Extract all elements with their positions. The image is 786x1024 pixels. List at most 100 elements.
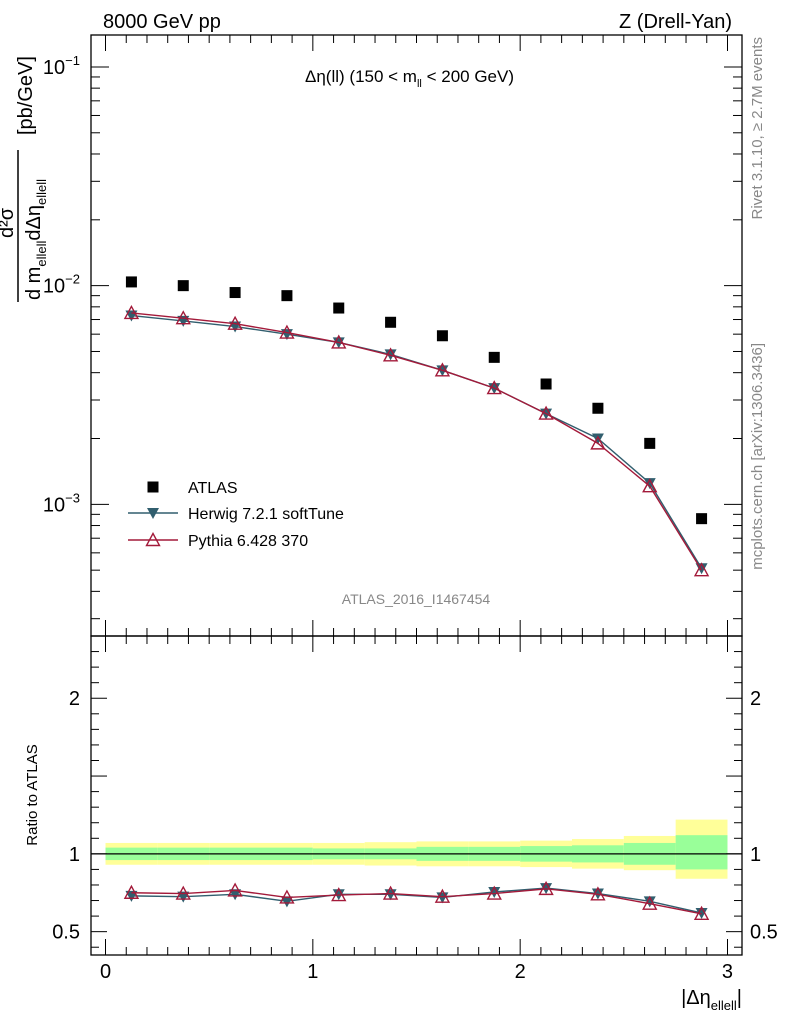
main-pythia-line bbox=[131, 312, 703, 571]
main-atlas-point bbox=[281, 290, 293, 302]
ratio-pythia-point bbox=[227, 882, 243, 897]
xlabel-sub: ellell bbox=[711, 998, 737, 1013]
ratio-herwig-line bbox=[131, 887, 702, 914]
main-pythia-point bbox=[331, 334, 347, 349]
ratio-pythia-point bbox=[642, 895, 658, 910]
ratio-pythia-point bbox=[331, 887, 347, 902]
main-pythia-point bbox=[590, 435, 606, 450]
main-atlas-point bbox=[125, 276, 137, 288]
ratio-y-tick-label-right: 0.5 bbox=[750, 922, 778, 944]
x-tick-label: 0 bbox=[100, 961, 111, 983]
legend-label: Pythia 6.428 370 bbox=[188, 533, 308, 550]
mcplots-label: mcplots.cern.ch [arXiv:1306.3436] bbox=[749, 343, 766, 570]
main-herwig-line bbox=[131, 314, 703, 569]
ratio-herwig-series bbox=[125, 883, 708, 919]
main-pythia-point bbox=[434, 362, 451, 377]
ratio-pythia-point bbox=[486, 885, 502, 900]
ratio-pythia-line bbox=[131, 888, 702, 915]
legend-label: Herwig 7.2.1 softTune bbox=[188, 506, 344, 523]
x-tick-label: 3 bbox=[722, 961, 733, 983]
header-left: 8000 GeV pp bbox=[103, 11, 221, 33]
main-atlas-point bbox=[540, 378, 552, 390]
main-atlas-series bbox=[125, 276, 708, 525]
ratio-pythia-point bbox=[123, 884, 140, 899]
legend-marker bbox=[147, 508, 159, 519]
legend-item-pythia: Pythia 6.428 370 bbox=[128, 532, 308, 550]
ylabel-den-sub2: ellell bbox=[34, 179, 49, 205]
plot-title-tail: < 200 GeV) bbox=[422, 67, 514, 86]
uncertainty-bands bbox=[91, 819, 742, 879]
main-atlas-point bbox=[177, 280, 189, 292]
header-right: Z (Drell-Yan) bbox=[619, 11, 732, 33]
main-atlas-point bbox=[696, 513, 708, 525]
ratio-pythia-point bbox=[693, 905, 710, 920]
y-tick-label: 10−3 bbox=[43, 490, 80, 516]
series-layer bbox=[123, 276, 710, 920]
main-pythia-point bbox=[693, 562, 710, 577]
legend-marker bbox=[145, 532, 161, 547]
y-tick-label: 10−1 bbox=[43, 53, 80, 79]
x-axis-label: |Δηellell| bbox=[681, 987, 742, 1013]
ratio-y-tick-label-right: 2 bbox=[750, 688, 761, 710]
ratio-herwig-point bbox=[488, 886, 501, 898]
x-tick-label: 1 bbox=[307, 961, 318, 983]
ratio-y-tick-label-right: 1 bbox=[750, 844, 761, 866]
ylabel-den-b: dΔη bbox=[23, 205, 45, 241]
x-tick-label: 2 bbox=[515, 961, 526, 983]
main-atlas-point bbox=[644, 437, 656, 449]
main-pythia-point bbox=[486, 380, 502, 395]
ratio-pythia-point bbox=[538, 880, 554, 896]
ratio-herwig-point bbox=[643, 896, 656, 908]
xlabel-tail: | bbox=[737, 987, 742, 1009]
inner-band bbox=[675, 835, 728, 870]
ylabel-den-a: d m bbox=[23, 267, 45, 300]
ratio-herwig-point bbox=[177, 891, 190, 903]
plot-title-main: Δη(ll) (150 < m bbox=[305, 67, 417, 86]
main-pythia-point bbox=[175, 310, 191, 325]
ratio-herwig-point bbox=[125, 890, 138, 902]
main-atlas-point bbox=[333, 302, 345, 314]
ratio-pythia-point bbox=[434, 888, 451, 903]
y-tick-label: 10−2 bbox=[43, 272, 80, 298]
ratio-pythia-point bbox=[590, 886, 606, 901]
legend: ATLAS Herwig 7.2.1 softTune Pythia 6.428 3… bbox=[128, 480, 344, 550]
legend-item-atlas: ATLAS bbox=[147, 480, 238, 497]
plot-title: Δη(ll) (150 < mll < 200 GeV) bbox=[305, 67, 514, 90]
rivet-label: Rivet 3.1.10, ≥ 2.7M events bbox=[749, 37, 766, 220]
ratio-y-axis-label: Ratio to ATLAS bbox=[24, 744, 41, 845]
ratio-herwig-point bbox=[229, 889, 242, 901]
axis-ticks bbox=[91, 35, 742, 955]
main-pythia-point bbox=[279, 324, 295, 339]
main-pythia-point bbox=[123, 304, 140, 320]
main-y-axis-label: d mellelldΔηellell d²σ [pb/GeV] bbox=[0, 56, 49, 302]
main-atlas-point bbox=[488, 351, 500, 363]
main-herwig-point bbox=[591, 433, 604, 445]
legend-label: ATLAS bbox=[188, 480, 238, 497]
ylabel-num: d²σ bbox=[0, 207, 18, 238]
main-atlas-point bbox=[436, 330, 448, 342]
main-pythia-point bbox=[227, 315, 243, 330]
ylabel-unit: [pb/GeV] bbox=[15, 56, 37, 135]
legend-marker bbox=[147, 481, 159, 493]
main-atlas-point bbox=[592, 402, 604, 414]
xlabel-main: |Δη bbox=[681, 987, 711, 1009]
ratio-y-tick-label: 2 bbox=[69, 688, 80, 710]
ratio-herwig-point bbox=[280, 896, 293, 908]
tick-labels: 0 1 2 3 10−1 10−2 10−3 0.5 0.5 1 1 2 2 bbox=[43, 53, 778, 983]
ratio-pythia-point bbox=[382, 885, 399, 900]
ratio-pythia-series bbox=[123, 880, 710, 920]
main-herwig-point bbox=[643, 478, 656, 490]
ratio-pythia-point bbox=[279, 889, 295, 904]
ratio-pythia-point bbox=[175, 885, 191, 900]
ratio-panel-frame bbox=[90, 635, 743, 956]
analysis-watermark: ATLAS_2016_I1467454 bbox=[342, 591, 491, 607]
main-pythia-point bbox=[538, 405, 554, 420]
main-pythia-series bbox=[123, 304, 710, 577]
ylabel-den-sub1: ellell bbox=[34, 241, 49, 267]
main-pythia-point bbox=[382, 347, 399, 362]
ratio-y-tick-label: 0.5 bbox=[52, 922, 80, 944]
main-atlas-point bbox=[229, 287, 241, 299]
main-pythia-point bbox=[642, 478, 658, 493]
legend-item-herwig: Herwig 7.2.1 softTune bbox=[128, 506, 344, 523]
